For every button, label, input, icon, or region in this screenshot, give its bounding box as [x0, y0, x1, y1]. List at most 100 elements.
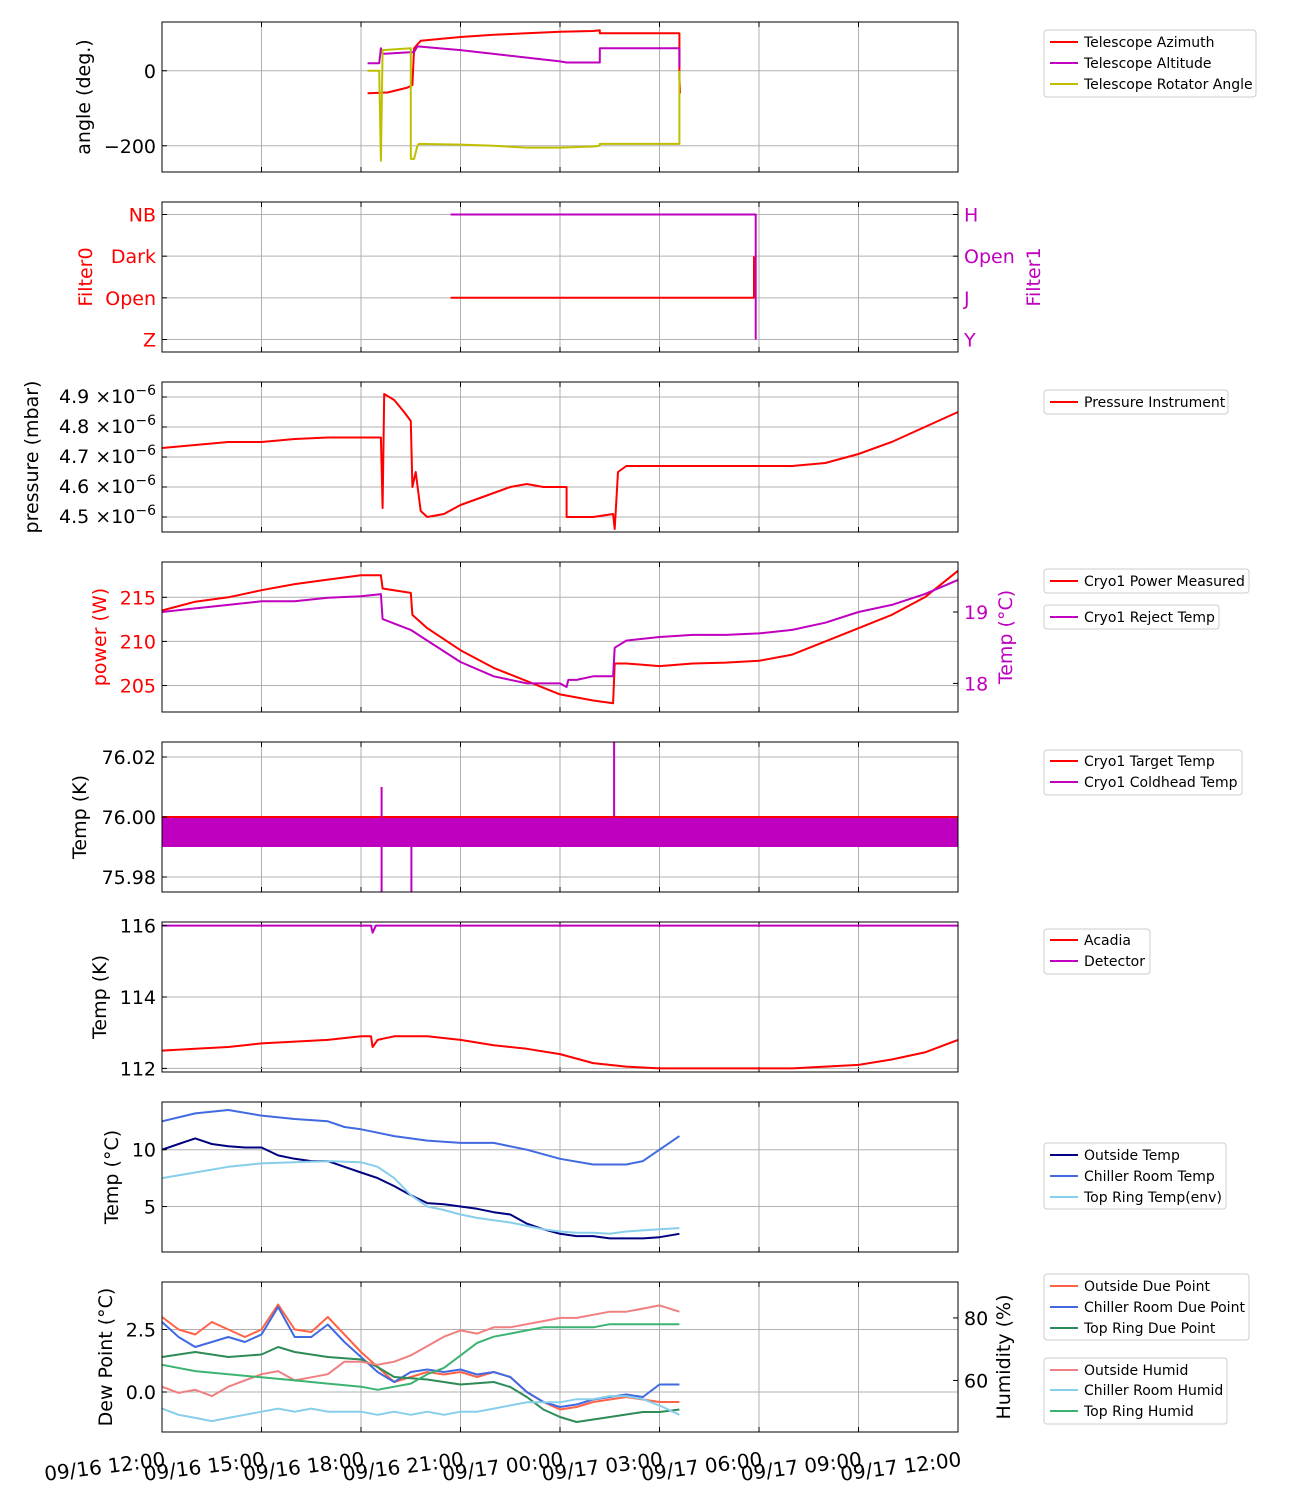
- legend-label: Chiller Room Temp: [1084, 1169, 1215, 1185]
- legend-label: Chiller Room Due Point: [1084, 1300, 1245, 1316]
- y-tick-label: 4.5 ×10−6: [59, 503, 156, 528]
- legend-label: Detector: [1084, 954, 1145, 970]
- grid-telescope: [161, 22, 959, 172]
- series-line-pressure-instrument: [161, 393, 959, 530]
- legend-label: Top Ring Temp(env): [1083, 1190, 1222, 1206]
- series-line-cryo1-power-measured: [161, 570, 959, 705]
- legend-label: Outside Temp: [1084, 1148, 1180, 1164]
- y-tick-label: 4.9 ×10−6: [59, 383, 156, 408]
- legend-env-temp: Outside Temp Chiller Room Temp Top Ring …: [1043, 1142, 1227, 1210]
- series-line-chiller-room-due-point: [161, 1306, 680, 1408]
- legend-label: Cryo1 Coldhead Temp: [1084, 775, 1238, 791]
- legend-label: Telescope Altitude: [1083, 56, 1212, 72]
- axes-frame-filters: [161, 201, 959, 353]
- yticks-filters: NB Dark Open Z H Open JY: [105, 205, 1015, 352]
- series-line-telescope-rotator-angle: [367, 47, 681, 162]
- panel-pressure: 4.9 ×10−6 4.8 ×10−6 4.7 ×10−6 4.6 ×10−6 4.5 …: [21, 381, 1229, 533]
- series-line-chiller-room-humid: [161, 1395, 680, 1423]
- panel-acadia: 116 114 112 Temp (K) Acadia Detector: [89, 916, 1151, 1080]
- legend-dew-humidity-2: Outside Humid Chiller Room Humid Top Rin…: [1043, 1357, 1228, 1425]
- series-cryo-coldhead: [162, 742, 958, 892]
- panel-env-temp: 10 5 Temp (°C) Outside Temp Chiller Room …: [101, 1101, 1227, 1253]
- y-tick-label: 4.7 ×10−6: [59, 443, 156, 468]
- legend-telescope: Telescope Azimuth Telescope Altitude Tel…: [1043, 29, 1257, 98]
- series-line-outside-humid: [161, 1304, 680, 1398]
- y-tick-label: 0: [144, 61, 156, 83]
- y-right-tick-label: H: [964, 205, 978, 227]
- series-acadia: [161, 924, 959, 1070]
- legend-acadia: Acadia Detector: [1043, 928, 1151, 975]
- ylabel-right-cryo-power: Temp (°C): [995, 590, 1017, 685]
- legend-label: Cryo1 Power Measured: [1084, 574, 1245, 590]
- legend-pressure: Pressure Instrument: [1043, 389, 1229, 415]
- y-tick-label: 76.02: [102, 747, 156, 769]
- y-right-tick-label: 60: [964, 1370, 988, 1392]
- y-tick-label: 4.8 ×10−6: [59, 413, 156, 438]
- legend-label: Outside Due Point: [1084, 1279, 1211, 1295]
- legend-dew-humidity-1: Outside Due Point Chiller Room Due Point…: [1043, 1273, 1250, 1341]
- series-line-telescope-azimuth: [367, 29, 682, 95]
- ylabel-env-temp: Temp (°C): [101, 1130, 123, 1225]
- ylabel-right-filters: Filter1: [1023, 247, 1045, 306]
- ylabel-acadia: Temp (K): [89, 955, 111, 1040]
- legend-label: Cryo1 Target Temp: [1084, 754, 1215, 770]
- y-tick-label: 0.0: [126, 1382, 156, 1404]
- yticks-env-temp: 10 5: [132, 1140, 167, 1219]
- legend-label: Pressure Instrument: [1084, 395, 1226, 411]
- y-tick-label: 5: [144, 1197, 156, 1219]
- legend-label: Outside Humid: [1084, 1363, 1188, 1379]
- y-tick-label: NB: [129, 205, 156, 227]
- panel-filters: NB Dark Open Z H Open JY Filter0 Filter1: [75, 201, 1045, 353]
- y-tick-label: Z: [143, 330, 156, 352]
- y-right-tick-label: 18: [964, 673, 988, 695]
- ygrid-env-temp: [162, 1149, 958, 1208]
- series-band-coldhead: [162, 817, 958, 847]
- series-line-telescope-altitude: [367, 45, 681, 67]
- panel-dew-humidity: 2.5 0.0 80 60 Dew Point (°C) Humidity (%) O…: [95, 1273, 1250, 1433]
- series-line-cryo1-reject-temp: [161, 578, 959, 688]
- series-telescope: [367, 29, 682, 162]
- legend-cryo-power: Cryo1 Power Measured Cryo1 Reject Temp: [1043, 568, 1250, 630]
- grid-filters: [161, 202, 959, 352]
- series-line-acadia: [161, 1035, 959, 1070]
- legend-cryo-coldhead: Cryo1 Target Temp Cryo1 Coldhead Temp: [1043, 749, 1243, 796]
- y-tick-label: 2.5: [126, 1320, 156, 1342]
- y-tick-label: 116: [120, 916, 156, 938]
- legend-label: Cryo1 Reject Temp: [1084, 610, 1215, 626]
- series-dew-humidity: [161, 1303, 680, 1423]
- ylabel-telescope: angle (deg.): [73, 39, 95, 154]
- ylabel-cryo-coldhead: Temp (K): [69, 775, 91, 860]
- y-tick-label: 112: [120, 1058, 156, 1080]
- yticks-pressure: 4.9 ×10−6 4.8 ×10−6 4.7 ×10−6 4.6 ×10−6 4.5 …: [59, 383, 167, 528]
- yticks-acadia: 116 114 112: [120, 916, 167, 1080]
- y-tick-label: 10: [132, 1140, 156, 1162]
- series-line-detector: [162, 924, 958, 934]
- yticks-dew-humidity: 2.5 0.0 80 60: [126, 1308, 988, 1404]
- legend-label: Telescope Azimuth: [1083, 35, 1214, 51]
- y-tick-label: Dark: [111, 246, 156, 268]
- panel-cryo-power: 215 210 205 19 18 power (W) Temp (°C) Cryo1 …: [89, 561, 1250, 713]
- y-tick-label: Open: [105, 288, 156, 310]
- y-tick-label: −200: [104, 136, 156, 158]
- y-tick-label: 75.98: [102, 867, 156, 889]
- y-right-tick-label: J: [963, 288, 970, 310]
- series-line-outside-due-point: [161, 1303, 680, 1411]
- y-tick-label: 4.6 ×10−6: [59, 473, 156, 498]
- ylabel-right-dew-humidity: Humidity (%): [993, 1294, 1015, 1419]
- series-line-top-ring-due-point: [161, 1346, 680, 1423]
- ylabel-cryo-power: power (W): [89, 588, 111, 686]
- ygrid-pressure: [162, 396, 958, 518]
- y-right-tick-label: 19: [964, 602, 988, 624]
- series-line-top-ring-temp-env-: [161, 1160, 680, 1235]
- grid-env-temp: [161, 1102, 959, 1252]
- y-right-tick-label: Open: [964, 246, 1015, 268]
- y-tick-label: 215: [120, 587, 156, 609]
- y-right-tick-label: Y: [963, 330, 976, 352]
- y-tick-label: 205: [120, 676, 156, 698]
- legend-label: Chiller Room Humid: [1084, 1383, 1223, 1399]
- y-tick-label: 114: [120, 987, 156, 1009]
- yticks-cryo-coldhead: 76.02 76.00 75.98: [102, 747, 167, 889]
- ylabel-filters: Filter0: [75, 247, 97, 306]
- y-tick-label: 210: [120, 631, 156, 653]
